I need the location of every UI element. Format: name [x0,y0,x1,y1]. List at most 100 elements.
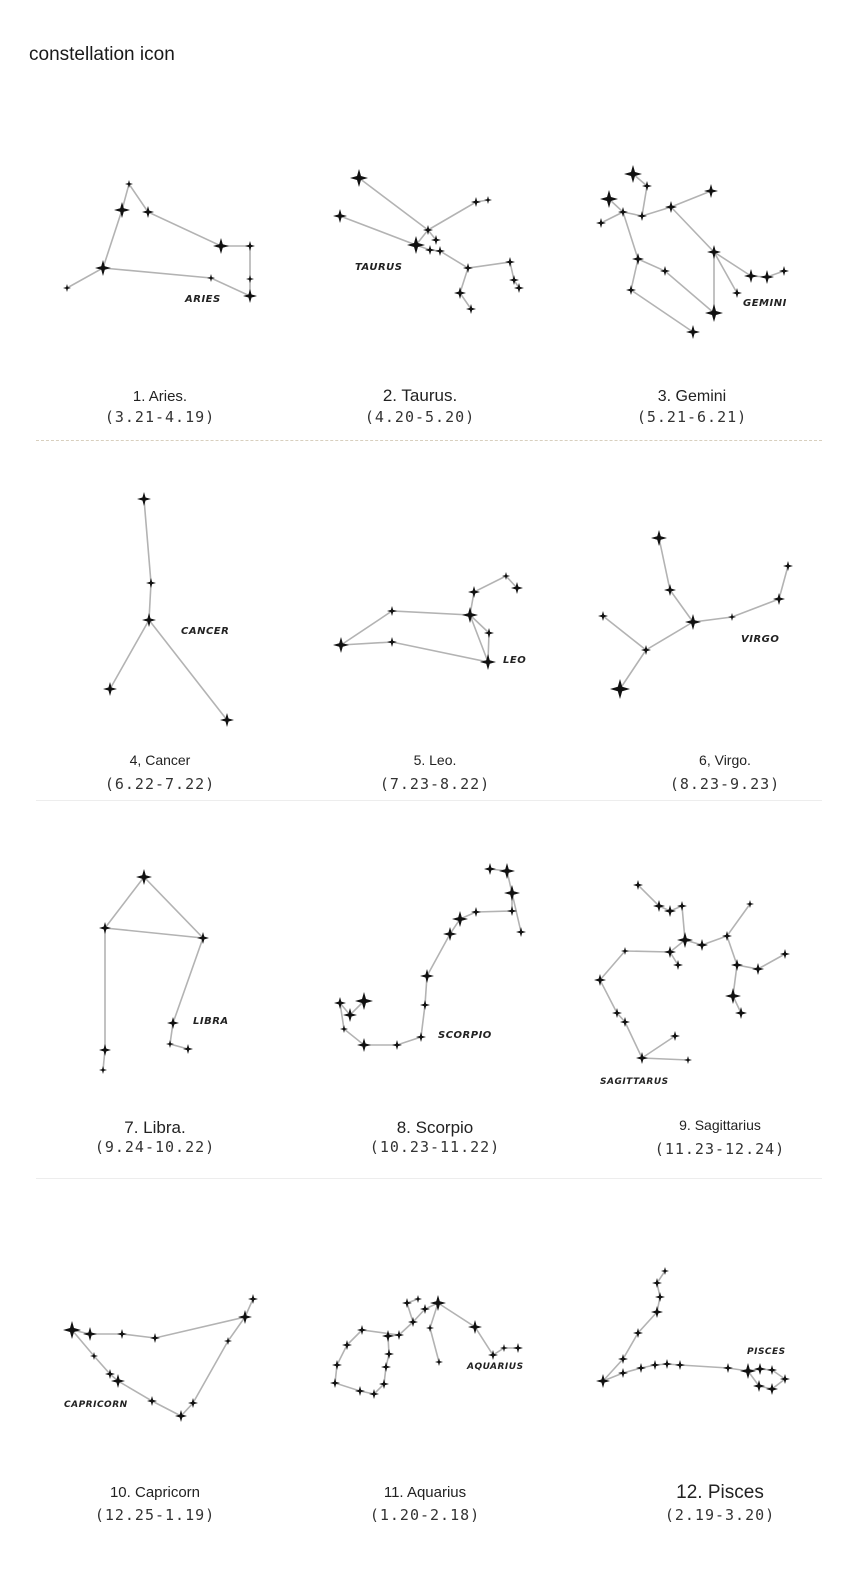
star-core [669,205,673,209]
star-core [100,265,106,271]
constellation-name: 7. Libra. [124,1118,186,1137]
star-core [168,1042,172,1046]
star-core [413,242,419,248]
star-core [342,1027,346,1031]
constellation-card-aquarius: AQUARIUS 11. Aquarius (1.20-2.18) [290,1280,560,1530]
star-core [601,614,605,618]
star-core [691,330,695,334]
star-core [474,200,478,204]
star-core [435,1300,441,1306]
constellation-label: LEO [503,655,526,666]
constellation-lines [102,876,206,1071]
star-core [657,904,661,908]
constellation-card-aries: ARIES 1. Aries. (3.21-4.19) [25,160,295,430]
star-core [362,1043,366,1047]
constellation-label: CANCER [181,626,229,637]
star-core [360,1328,364,1332]
star-core [663,1269,667,1273]
star-core [467,612,473,618]
star-core [395,1043,399,1047]
star-core [338,214,342,218]
star-core [712,250,716,254]
star-core [423,1003,427,1007]
star-core [448,932,452,936]
star-core [387,1352,391,1356]
star-core [517,286,521,290]
star-core [636,1331,640,1335]
constellation-card-gemini: GEMINI 3. Gemini (5.21-6.21) [557,160,827,430]
star-core [335,1363,339,1367]
constellation-label: GEMINI [743,298,787,309]
constellation-card-leo: LEO 5. Leo. (7.23-8.22) [300,560,570,795]
constellation-card-taurus: TAURUS 2. Taurus. (4.20-5.20) [285,160,555,430]
star-core [676,963,680,967]
constellation-name: 10. Capricorn [109,1484,201,1501]
star-core [491,1353,495,1357]
star-core [725,934,729,938]
star-core [358,1389,362,1393]
star-core [65,286,69,290]
star-core [515,586,519,590]
constellation-lines [338,868,522,1046]
constellation-stars [596,165,789,339]
star-core [338,642,344,648]
star-core [644,648,648,652]
star-core [730,615,734,619]
star-core [726,1366,730,1370]
star-core [108,687,112,691]
constellation-stars [99,869,209,1074]
star-core [179,1414,183,1418]
star-core [101,1068,105,1072]
constellation-card-capricorn: CAPRICORN 10. Capricorn (12.25-1.19) [20,1280,290,1530]
star-core [372,1392,376,1396]
star-core [656,535,662,541]
star-core [186,1047,190,1051]
constellation-name: 11. Aquarius [383,1484,467,1501]
page-title: constellation icon [29,44,175,65]
star-core [709,189,713,193]
star-core [665,1362,669,1366]
star-core [655,1281,659,1285]
star-core [686,1058,690,1062]
constellation-lines [109,498,228,721]
star-core [668,909,672,913]
constellation-name: 2. Taurus. [382,386,458,405]
star-core [777,597,781,601]
constellation-label: CAPRICORN [64,1400,128,1410]
constellation-lines [71,1298,254,1417]
star-core [103,926,107,930]
star-core [146,210,150,214]
star-core [428,248,432,252]
star-core [636,883,640,887]
constellation-dates: (1.20-2.18) [369,1506,481,1524]
star-core [248,244,252,248]
star-core [615,1011,619,1015]
star-core [621,1357,625,1361]
star-core [504,868,510,874]
row-divider [36,440,822,441]
star-core [757,1384,761,1388]
aquarius-constellation-diagram: AQUARIUS [330,1295,523,1399]
star-core [171,1021,175,1025]
star-core [486,198,490,202]
star-core [783,1377,787,1381]
star-core [502,1346,506,1350]
star-core [382,1382,386,1386]
star-core [516,1346,520,1350]
star-core [682,937,688,943]
star-core [127,182,131,186]
star-core [141,874,147,880]
star-core [419,1035,423,1039]
star-core [678,1363,682,1367]
row-divider [36,800,822,801]
star-core [749,274,753,278]
constellation-card-libra: LIBRA 7. Libra. (9.24-10.22) [20,862,290,1162]
star-core [397,1333,401,1337]
star-core [226,1339,230,1343]
star-core [510,909,514,913]
constellation-dates: (6.22-7.22) [104,775,216,793]
star-core [423,1307,427,1311]
star-core [116,1379,120,1383]
star-core [485,659,491,665]
star-core [487,631,491,635]
